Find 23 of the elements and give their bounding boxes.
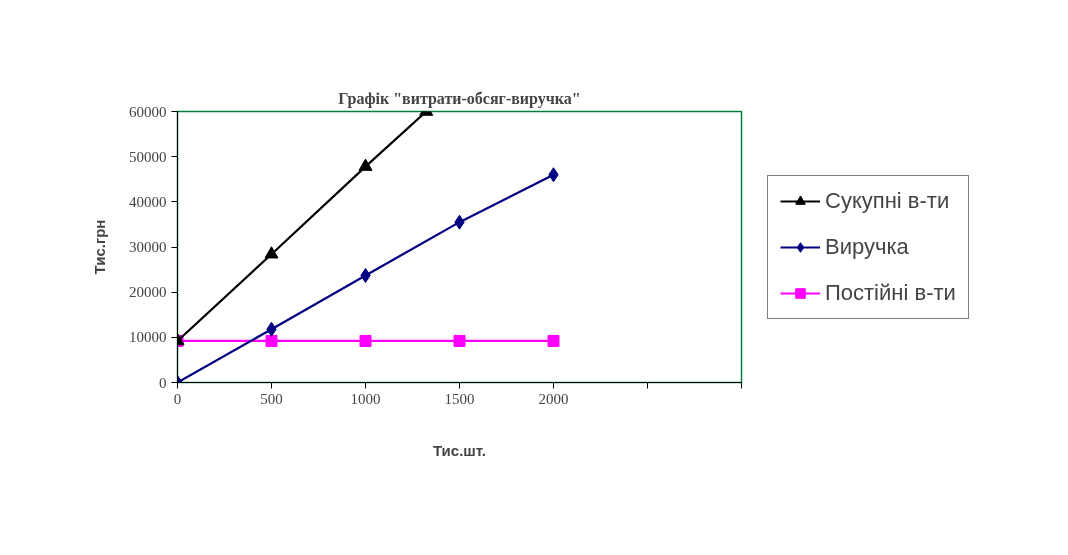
point bbox=[453, 334, 466, 347]
y-tick-label: 10000 bbox=[129, 329, 167, 346]
legend-label: Сукупні в-ти bbox=[825, 187, 950, 214]
chart-title: Графік "витрати-обсяг-виручка" bbox=[338, 89, 581, 108]
y-axis-title: Тис.грн bbox=[91, 219, 108, 275]
point bbox=[547, 334, 560, 347]
x-tick-label: 1000 bbox=[350, 390, 381, 407]
y-tick-label: 30000 bbox=[129, 239, 167, 255]
x-axis-title: Тис.шт. bbox=[432, 441, 487, 459]
x-tick-label: 2000 bbox=[538, 390, 569, 407]
y-tick-label: 50000 bbox=[129, 148, 167, 165]
point bbox=[359, 334, 372, 347]
y-tick-label: 20000 bbox=[129, 284, 167, 301]
y-tick-label: 60000 bbox=[129, 103, 167, 120]
x-tick-label: 0 bbox=[173, 390, 182, 407]
legend-label: Постійні в-ти bbox=[825, 279, 956, 306]
y-tick-label: 40000 bbox=[129, 193, 167, 210]
point bbox=[265, 334, 278, 347]
x-tick-label: 500 bbox=[260, 390, 283, 407]
point bbox=[264, 246, 279, 259]
x-tick-label: 1500 bbox=[444, 390, 475, 407]
legend-label: Виручка bbox=[825, 233, 909, 260]
y-tick-label: 0 bbox=[159, 374, 167, 391]
